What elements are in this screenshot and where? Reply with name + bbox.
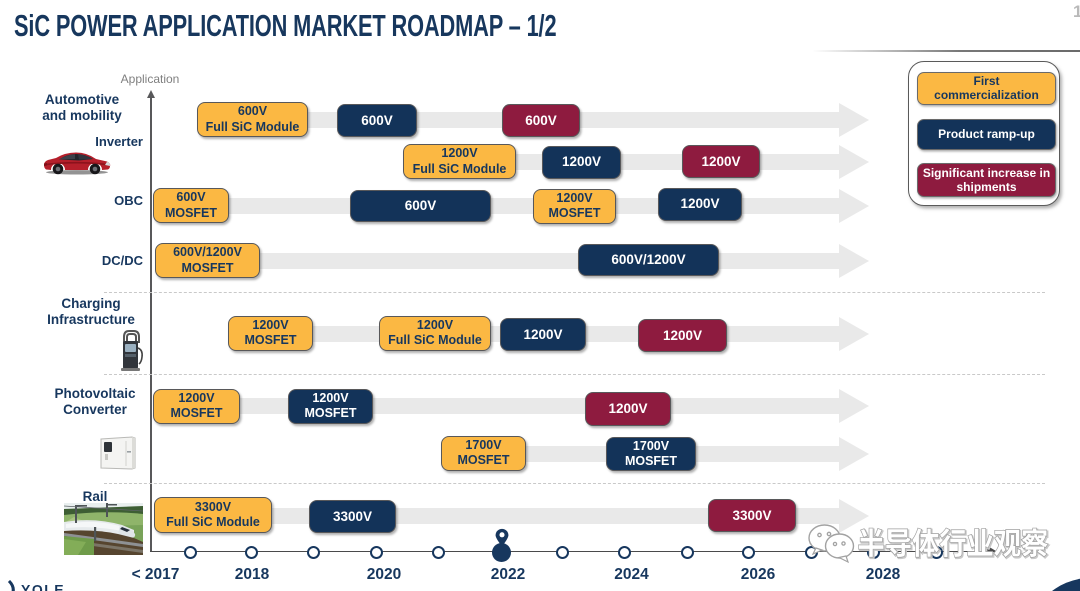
- svg-text:YOLE: YOLE: [21, 582, 65, 591]
